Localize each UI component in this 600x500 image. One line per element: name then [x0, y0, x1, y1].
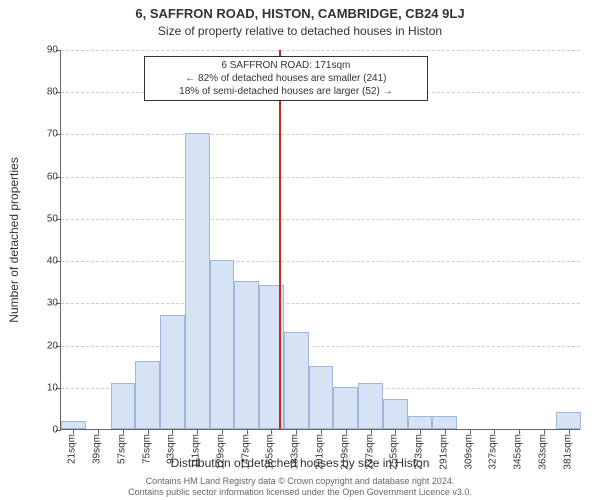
- y-tick-label: 30: [28, 298, 58, 309]
- x-axis-label: Distribution of detached houses by size …: [0, 456, 600, 470]
- chart-subtitle: Size of property relative to detached ho…: [0, 24, 600, 38]
- chart-container: 6, SAFFRON ROAD, HISTON, CAMBRIDGE, CB24…: [0, 0, 600, 500]
- bar: [160, 315, 185, 429]
- bar: [556, 412, 581, 429]
- chart-footer: Contains HM Land Registry data © Crown c…: [0, 476, 600, 498]
- bar: [210, 260, 235, 429]
- bar: [408, 416, 433, 429]
- y-tick-label: 40: [28, 256, 58, 267]
- bar: [135, 361, 160, 429]
- bar: [333, 387, 358, 429]
- bar: [185, 133, 210, 429]
- bars-group: [61, 50, 580, 429]
- bar: [61, 421, 86, 429]
- annotation-line2: ← 82% of detached houses are smaller (24…: [151, 72, 421, 85]
- y-tick-label: 50: [28, 213, 58, 224]
- annotation-line3: 18% of semi-detached houses are larger (…: [151, 85, 421, 98]
- y-tick-label: 0: [28, 425, 58, 436]
- y-tick-label: 70: [28, 129, 58, 140]
- annotation-line1: 6 SAFFRON ROAD: 171sqm: [151, 59, 421, 72]
- bar: [383, 399, 408, 429]
- y-tick-label: 10: [28, 382, 58, 393]
- y-tick-label: 60: [28, 171, 58, 182]
- y-tick-label: 20: [28, 340, 58, 351]
- bar: [284, 332, 309, 429]
- chart-title: 6, SAFFRON ROAD, HISTON, CAMBRIDGE, CB24…: [0, 6, 600, 21]
- marker-line: [279, 50, 281, 429]
- annotation-box: 6 SAFFRON ROAD: 171sqm ← 82% of detached…: [144, 56, 428, 101]
- footer-line2: Contains public sector information licen…: [0, 487, 600, 498]
- footer-line1: Contains HM Land Registry data © Crown c…: [0, 476, 600, 487]
- bar: [309, 366, 334, 429]
- y-axis-label: Number of detached properties: [7, 157, 21, 322]
- bar: [358, 383, 383, 429]
- bar: [111, 383, 136, 429]
- y-tick-label: 90: [28, 45, 58, 56]
- plot-area: 6 SAFFRON ROAD: 171sqm ← 82% of detached…: [60, 50, 580, 430]
- bar: [432, 416, 457, 429]
- y-tick-label: 80: [28, 87, 58, 98]
- bar: [234, 281, 259, 429]
